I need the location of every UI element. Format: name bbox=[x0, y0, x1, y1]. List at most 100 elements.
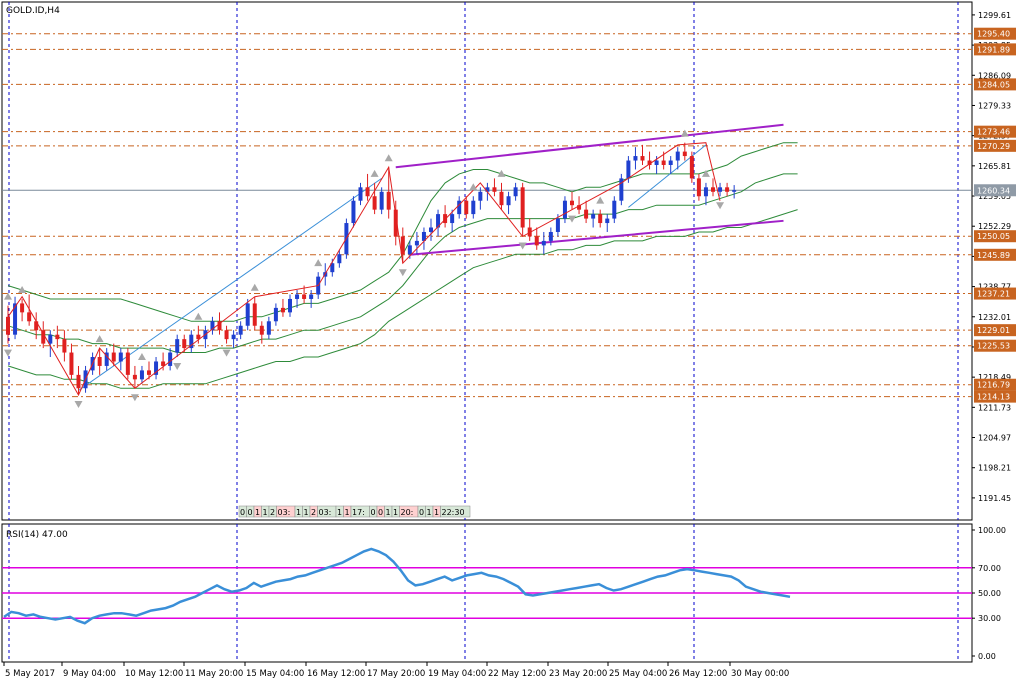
candle-body bbox=[196, 334, 201, 340]
candle-body bbox=[189, 334, 194, 349]
candle-body bbox=[6, 316, 10, 335]
level-label: 1245.89 bbox=[977, 251, 1010, 260]
candle-body bbox=[443, 214, 448, 224]
candle-body bbox=[633, 156, 638, 161]
x-tick-label: 11 May 20:00 bbox=[185, 669, 243, 679]
candle-body bbox=[711, 187, 715, 192]
time-strip-label: 22:30 bbox=[442, 508, 465, 517]
candle-body bbox=[139, 370, 144, 380]
time-strip-label: 1 bbox=[255, 508, 260, 517]
zigzag-line bbox=[7, 142, 721, 397]
candle-body bbox=[259, 325, 264, 335]
candle-body bbox=[703, 187, 708, 197]
time-strip-label: 03: bbox=[319, 508, 332, 517]
candle-body bbox=[400, 236, 405, 255]
level-label: 1250.05 bbox=[977, 232, 1010, 241]
candle-body bbox=[175, 339, 180, 353]
candle-body bbox=[330, 263, 335, 273]
fractal-up-marker bbox=[95, 335, 104, 343]
candle-body bbox=[62, 339, 67, 353]
rsi-line bbox=[3, 547, 791, 625]
y-tick-label: 1211.73 bbox=[978, 403, 1011, 412]
candle-body bbox=[534, 236, 539, 246]
time-strip-label: 0 bbox=[240, 508, 245, 517]
x-tick-label: 22 May 12:00 bbox=[488, 669, 546, 679]
rsi-title: RSI(14) 47.00 bbox=[6, 530, 68, 540]
candle-body bbox=[27, 312, 32, 322]
fractal-down-marker bbox=[222, 349, 231, 357]
fractal-down-marker bbox=[518, 242, 527, 250]
candle-body bbox=[527, 227, 532, 237]
channel-upper-line bbox=[395, 123, 784, 169]
candle-body bbox=[682, 151, 687, 157]
candle-body bbox=[273, 307, 278, 322]
time-strip-label: 03: bbox=[278, 508, 291, 517]
fractal-down-marker bbox=[130, 394, 139, 402]
y-tick-label: 1265.81 bbox=[978, 162, 1011, 171]
candle-body bbox=[457, 200, 462, 215]
candle-body bbox=[605, 218, 610, 224]
x-tick-label: 23 May 20:00 bbox=[549, 669, 607, 679]
candle-body bbox=[13, 303, 18, 335]
x-tick-label: 9 May 04:00 bbox=[63, 669, 116, 679]
level-label: 1225.53 bbox=[977, 342, 1010, 351]
candle-body bbox=[520, 187, 525, 228]
x-tick-label: 16 May 12:00 bbox=[307, 669, 365, 679]
level-label-box bbox=[974, 324, 1016, 337]
fractal-down-marker bbox=[716, 202, 725, 210]
x-tick-label: 26 May 12:00 bbox=[669, 669, 727, 679]
candle-body bbox=[485, 187, 490, 192]
candle-body bbox=[640, 156, 645, 161]
candle-body bbox=[436, 214, 441, 228]
candle-body bbox=[471, 200, 476, 215]
candle-body bbox=[619, 178, 624, 201]
candle-body bbox=[541, 240, 546, 246]
candle-body bbox=[217, 321, 222, 331]
candle-body bbox=[647, 160, 652, 165]
candle-body bbox=[224, 330, 229, 340]
candle-body bbox=[41, 330, 46, 344]
candle-body bbox=[266, 321, 271, 335]
main-panel-frame bbox=[1, 1, 973, 521]
candle-body bbox=[612, 200, 617, 219]
candle-body bbox=[372, 196, 377, 210]
time-strip-label: 1 bbox=[393, 508, 398, 517]
candle-body bbox=[584, 209, 589, 219]
level-label-box bbox=[974, 139, 1016, 152]
candle-body bbox=[210, 321, 215, 331]
time-strip-label: 1 bbox=[427, 508, 432, 517]
candle-body bbox=[69, 352, 74, 375]
candle-body bbox=[125, 352, 130, 375]
candle-body bbox=[48, 334, 53, 344]
candle-body bbox=[675, 151, 680, 161]
y-tick-label: 1286.09 bbox=[978, 71, 1011, 80]
trend-line bbox=[628, 144, 707, 208]
candle-body bbox=[97, 357, 102, 366]
time-strip-label: 0 bbox=[419, 508, 424, 517]
level-label-box bbox=[974, 78, 1016, 91]
y-tick-label: 1259.05 bbox=[978, 192, 1011, 201]
bollinger-lower-line bbox=[7, 209, 798, 389]
x-tick-label: 19 May 04:00 bbox=[428, 669, 486, 679]
candle-body bbox=[689, 156, 694, 179]
time-strip-label: 17: bbox=[352, 508, 365, 517]
x-tick-label: 25 May 04:00 bbox=[609, 669, 667, 679]
y-tick-label: 1238.77 bbox=[978, 283, 1011, 292]
candle-body bbox=[252, 303, 257, 326]
candle-body bbox=[302, 294, 307, 299]
candle-body bbox=[393, 209, 398, 237]
x-tick-label: 10 May 12:00 bbox=[125, 669, 183, 679]
time-strip-label: 1 bbox=[386, 508, 391, 517]
x-tick-label: 5 May 2017 bbox=[5, 669, 55, 679]
candle-body bbox=[718, 187, 723, 192]
candle-body bbox=[626, 160, 631, 179]
candle-body bbox=[161, 361, 166, 366]
candle-body bbox=[365, 187, 370, 197]
time-strip-label: 1 bbox=[434, 508, 439, 517]
level-label: 1229.01 bbox=[977, 326, 1010, 335]
current-price-box bbox=[974, 184, 1016, 197]
level-label: 1216.79 bbox=[977, 381, 1010, 390]
y-tick-label: 1198.21 bbox=[978, 464, 1011, 473]
fractal-up-marker bbox=[137, 352, 146, 360]
